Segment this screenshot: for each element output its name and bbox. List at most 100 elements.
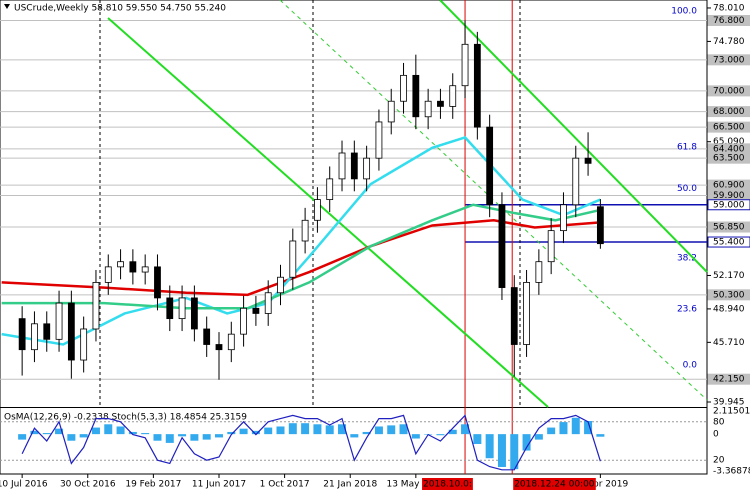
osma-bar bbox=[251, 430, 260, 435]
y-tick-label: 39.945 bbox=[713, 398, 745, 408]
osma-bar bbox=[584, 421, 593, 435]
osma-bar bbox=[288, 423, 297, 435]
level-label: 42.150 bbox=[713, 375, 745, 385]
price-axis: 78.010 74.780 65.090 52.170 48.940 45.710 39.9… bbox=[707, 0, 750, 494]
fibo-label: 61.8 bbox=[677, 142, 697, 152]
candle-body bbox=[252, 307, 260, 314]
candle-body bbox=[240, 307, 247, 335]
candle-body bbox=[203, 328, 211, 345]
level-box bbox=[707, 152, 750, 164]
candle-body bbox=[18, 318, 26, 351]
candle-body bbox=[523, 281, 530, 345]
level-box bbox=[707, 85, 750, 97]
level-label: 60.900 bbox=[713, 181, 745, 191]
level-label: 50.300 bbox=[713, 290, 745, 300]
osma-bar bbox=[559, 422, 568, 435]
osma-bar bbox=[473, 434, 482, 444]
stoch-line bbox=[21, 414, 601, 471]
x-tick-label: 21 Jan 2018 bbox=[323, 480, 377, 490]
osma-bar bbox=[301, 423, 310, 435]
osma-bar bbox=[534, 434, 543, 440]
header-icon bbox=[4, 4, 10, 9]
osma-bar bbox=[128, 431, 137, 435]
osma-bar bbox=[497, 434, 506, 467]
trend-line bbox=[107, 17, 549, 408]
level-box bbox=[707, 221, 750, 233]
candle-body bbox=[363, 157, 371, 180]
osma-bar bbox=[190, 434, 199, 441]
candle-body bbox=[190, 297, 198, 330]
osma-bar bbox=[325, 425, 334, 435]
level-label: 59.000 bbox=[713, 200, 745, 210]
candle-body bbox=[572, 157, 580, 206]
candle-body bbox=[178, 297, 186, 320]
candle-body bbox=[55, 302, 63, 340]
osma-tick-label: -3.36878 bbox=[713, 467, 750, 477]
osma-bar bbox=[350, 434, 359, 438]
osma-bar bbox=[461, 424, 470, 435]
stoch-tick-label: 20 bbox=[713, 456, 725, 466]
candle-body bbox=[43, 323, 51, 340]
osma-bar bbox=[116, 426, 125, 435]
level-label: 59.900 bbox=[713, 191, 745, 201]
fibo-label: 23.6 bbox=[677, 304, 697, 314]
osma-bar bbox=[202, 434, 211, 440]
candle-body bbox=[301, 219, 309, 242]
x-tick-label: 10 Jul 2016 bbox=[0, 480, 48, 490]
candle-body bbox=[289, 240, 297, 278]
header: USCrude,Weekly 58.810 59.550 54.750 55.2… bbox=[14, 4, 226, 14]
y-tick-label: 48.940 bbox=[713, 304, 745, 314]
candle-body bbox=[31, 323, 38, 351]
candle-body bbox=[412, 74, 420, 118]
fibo-label: 50.0 bbox=[677, 184, 697, 194]
candle-body bbox=[314, 199, 321, 221]
level-box bbox=[707, 14, 750, 26]
level-label: 64.400 bbox=[713, 144, 745, 154]
candle-body bbox=[166, 297, 174, 320]
candle-body bbox=[141, 266, 149, 273]
marker-label: 2018.10.0: bbox=[423, 480, 472, 490]
level-box bbox=[707, 121, 750, 133]
candle-body bbox=[535, 261, 543, 283]
level-label: 66.500 bbox=[713, 123, 745, 133]
level-box bbox=[707, 54, 750, 66]
osma-bar bbox=[374, 426, 383, 435]
candle-body bbox=[473, 43, 481, 128]
x-tick-label: 13 May 2018 bbox=[386, 480, 445, 490]
osma-tick-label: 2.11501 bbox=[713, 407, 750, 417]
level-box bbox=[707, 199, 750, 211]
osma-tick-label: 0 bbox=[713, 430, 719, 440]
fibo-label: 0.0 bbox=[683, 361, 698, 371]
osma-bar bbox=[399, 424, 408, 435]
osma-bar bbox=[387, 425, 396, 435]
osma-bar bbox=[79, 434, 88, 438]
candle-body bbox=[104, 266, 112, 283]
candles bbox=[1, 20, 604, 380]
osma-bar bbox=[338, 424, 347, 435]
marker-label: 2018.12.24 00:00 bbox=[514, 480, 595, 490]
osma-bar bbox=[411, 434, 420, 439]
x-tick-label: 1 Oct 2017 bbox=[260, 480, 310, 490]
osma-bar bbox=[55, 428, 64, 435]
candle-body bbox=[227, 333, 235, 351]
candle-body bbox=[277, 276, 284, 294]
fibo-trend bbox=[279, 0, 708, 401]
level-label: 55.400 bbox=[713, 238, 745, 248]
osma-bar bbox=[42, 433, 51, 435]
fibo-label: 38.2 bbox=[677, 254, 697, 264]
osma-bar bbox=[214, 434, 223, 438]
candle-body bbox=[350, 152, 358, 180]
moving-average bbox=[1, 136, 601, 346]
osma-bar bbox=[362, 431, 371, 435]
moving-average bbox=[1, 219, 601, 297]
osma-bar bbox=[153, 434, 162, 441]
candle-body bbox=[547, 230, 555, 263]
y-tick-label: 78.010 bbox=[713, 3, 745, 13]
level-label: 73.000 bbox=[713, 55, 745, 65]
trend-line bbox=[439, 0, 708, 273]
indicator-title: OsMA(12,26,9) -0.2338 Stoch(5,3,3) 18.48… bbox=[4, 413, 247, 423]
osma-bar bbox=[522, 434, 531, 451]
candle-body bbox=[129, 261, 137, 273]
candle-body bbox=[154, 266, 161, 299]
